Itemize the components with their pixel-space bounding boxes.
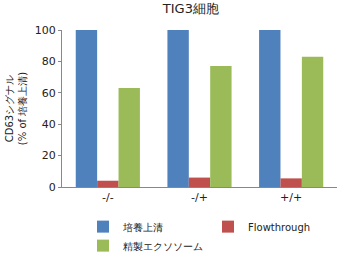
svg-text:100: 100 <box>35 24 56 37</box>
svg-text:+/+: +/+ <box>280 191 302 204</box>
svg-text:0: 0 <box>49 181 56 194</box>
svg-text:培養上清: 培養上清 <box>122 222 163 233</box>
svg-text:80: 80 <box>42 55 56 68</box>
svg-text:40: 40 <box>42 118 56 131</box>
svg-text:-/+: -/+ <box>191 191 208 204</box>
svg-text:20: 20 <box>42 149 56 162</box>
svg-text:精製エクソソーム: 精製エクソソーム <box>123 241 203 252</box>
svg-text:CD63シグナル(% of 培養上清): CD63シグナル(% of 培養上清) <box>4 72 28 145</box>
svg-text:60: 60 <box>42 87 56 100</box>
svg-text:Flowthrough: Flowthrough <box>248 222 310 233</box>
svg-text:-/-: -/- <box>102 191 114 204</box>
svg-text:TIG3細胞: TIG3細胞 <box>162 1 219 16</box>
